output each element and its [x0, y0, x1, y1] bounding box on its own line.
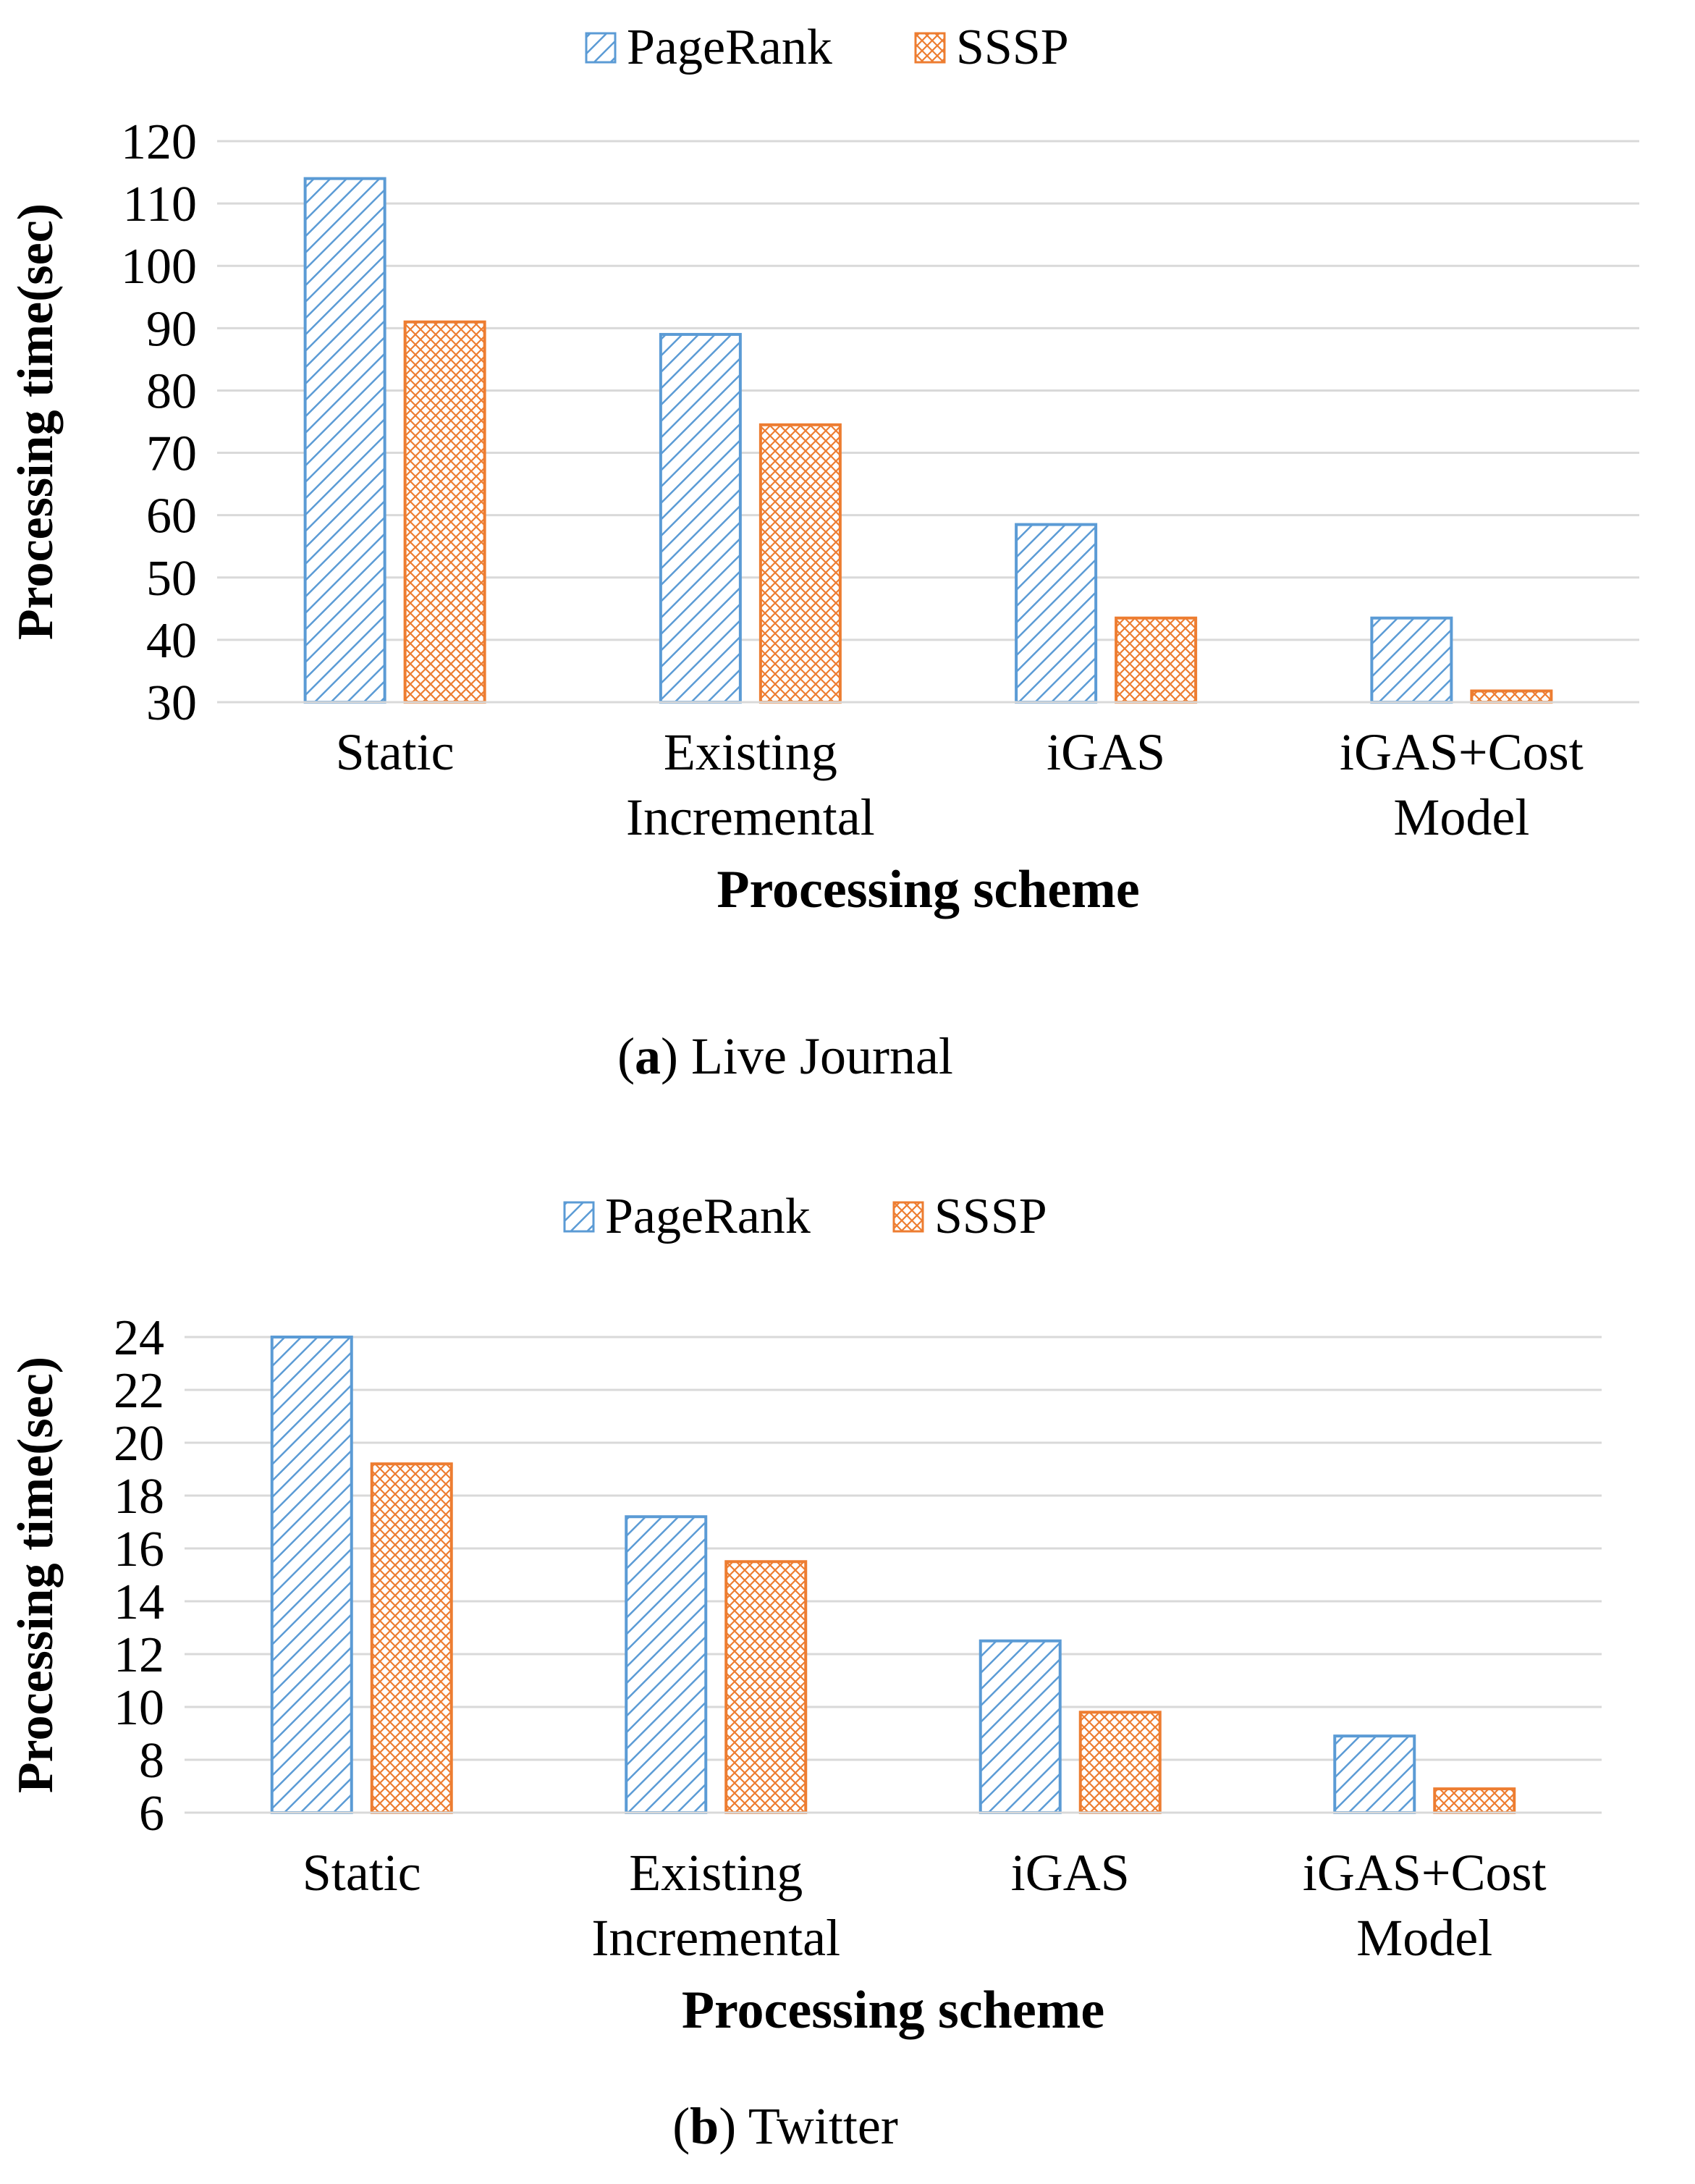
legend-swatch-sssp [892, 1201, 924, 1233]
sssp-bar [403, 320, 486, 704]
pagerank-bar [270, 1336, 353, 1814]
y-tick-label: 110 [123, 177, 197, 232]
sssp-bar [1470, 689, 1553, 704]
x-category-label: Static [303, 1844, 421, 1902]
pagerank-bar [625, 1515, 708, 1814]
pagerank-bar [659, 332, 742, 704]
y-tick-label: 24 [114, 1310, 164, 1366]
pagerank-bar [978, 1639, 1062, 1814]
sssp-bar [1433, 1787, 1516, 1815]
y-tick-label: 22 [114, 1363, 164, 1419]
x-category-label: Static [336, 723, 455, 781]
y-tick-label: 6 [139, 1786, 164, 1842]
legend: PageRank SSSP [585, 20, 1069, 75]
pagerank-bar [1015, 523, 1098, 704]
y-tick-label: 50 [146, 551, 197, 607]
y-tick-label: 14 [114, 1574, 164, 1630]
legend-label-pagerank: PageRank [627, 20, 832, 75]
pagerank-bar [1370, 616, 1453, 704]
legend-label-pagerank: PageRank [605, 1189, 811, 1244]
sssp-bar [1115, 616, 1198, 704]
x-category-label: Existing Incremental [626, 723, 875, 846]
x-category-label: iGAS [1047, 723, 1165, 781]
y-tick-label: 90 [146, 301, 197, 357]
x-axis-title: Processing scheme [717, 860, 1139, 919]
y-tick-label: 20 [114, 1416, 164, 1472]
chart-live-journal: 30 40 50 60 70 80 90 100 110 120 Static Existing Inc… [8, 20, 1639, 1085]
y-tick-label: 8 [139, 1733, 164, 1789]
x-category-label: Existing Incremental [591, 1844, 840, 1967]
subfigure-caption: (b) Twitter [672, 2097, 898, 2155]
sssp-bar [758, 423, 842, 704]
sssp-bar [370, 1462, 453, 1814]
y-tick-label: 12 [114, 1627, 164, 1683]
legend-swatch-pagerank [585, 32, 617, 64]
x-category-label: iGAS+Cost Model [1340, 723, 1584, 846]
pagerank-bar [1333, 1734, 1416, 1815]
y-tick-label: 10 [114, 1680, 164, 1736]
pagerank-bar [303, 177, 386, 704]
sssp-bar [1078, 1711, 1162, 1814]
legend-swatch-sssp [914, 32, 946, 64]
legend: PageRank SSSP [563, 1189, 1047, 1244]
y-tick-label: 16 [114, 1522, 164, 1577]
x-category-label: iGAS+Cost Model [1303, 1844, 1547, 1967]
legend-label-sssp: SSSP [956, 20, 1069, 75]
x-category-label: iGAS [1011, 1844, 1130, 1902]
y-tick-label: 40 [146, 613, 197, 669]
y-tick-label: 30 [146, 675, 197, 731]
y-tick-label: 80 [146, 363, 197, 419]
legend-label-sssp: SSSP [934, 1189, 1047, 1244]
y-tick-label: 70 [146, 426, 197, 482]
legend-swatch-pagerank [563, 1201, 595, 1233]
y-tick-label: 120 [121, 114, 197, 170]
y-tick-label: 18 [114, 1469, 164, 1525]
y-tick-label: 60 [146, 489, 197, 544]
subfigure-caption: (a) Live Journal [617, 1027, 953, 1085]
y-axis-title: Processing time(sec) [8, 203, 64, 640]
y-axis-title: Processing time(sec) [8, 1357, 64, 1793]
sssp-bar [724, 1560, 808, 1814]
x-axis-title: Processing scheme [682, 1981, 1104, 2040]
y-tick-label: 100 [121, 239, 197, 295]
